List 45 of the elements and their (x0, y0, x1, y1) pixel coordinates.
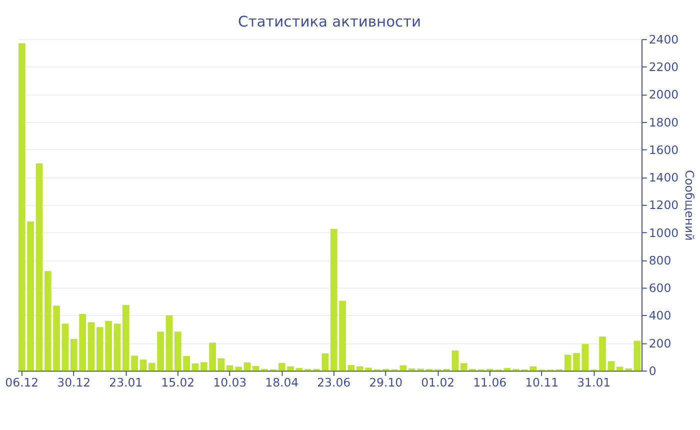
x-tick-label: 31.01 (577, 376, 611, 390)
bar (582, 344, 589, 371)
bar (608, 361, 615, 371)
bar (192, 363, 199, 371)
x-tick-label: 11.06 (473, 376, 507, 390)
bar (88, 322, 95, 371)
bar (322, 353, 329, 371)
x-tick-label: 23.06 (317, 376, 351, 390)
x-tick-label: 29.10 (369, 376, 403, 390)
bar (452, 350, 459, 371)
bar (504, 368, 511, 371)
y-tick-label: 2000 (648, 88, 679, 102)
y-tick-label: 800 (648, 253, 672, 268)
y-tick-label: 1800 (648, 115, 679, 130)
bar (400, 365, 407, 371)
bar (140, 360, 147, 371)
x-tick-label: 10.03 (213, 376, 247, 390)
y-axis-title: Сообщений (682, 170, 696, 241)
y-tick-label: 0 (648, 364, 656, 378)
y-tick-label: 200 (648, 336, 672, 350)
y-tick-label: 2200 (648, 60, 679, 74)
bar (296, 368, 303, 371)
y-tick-label: 400 (648, 308, 672, 323)
bar (244, 362, 251, 371)
bar (62, 324, 69, 371)
y-tick-label: 2400 (648, 32, 679, 46)
x-tick-label: 01.02 (421, 376, 455, 390)
y-tick-label: 600 (648, 281, 672, 296)
x-tick-label: 15.02 (161, 376, 195, 390)
bar (166, 315, 173, 371)
x-tick-label: 06.12 (5, 376, 39, 390)
x-tick-label: 23.01 (109, 376, 143, 390)
y-tick-label: 1600 (648, 142, 679, 157)
bar (634, 340, 641, 371)
y-tick-label: 1000 (648, 226, 679, 240)
y-tick-label: 1200 (648, 198, 679, 212)
bar (36, 163, 43, 371)
bar (114, 324, 121, 371)
x-tick-label: 30.12 (57, 376, 91, 390)
bar (218, 358, 225, 371)
chart-title: Статистика активности (238, 13, 422, 30)
x-tick-label: 10.11 (525, 376, 559, 390)
y-tick-label: 1400 (648, 170, 679, 185)
bar (348, 365, 355, 371)
x-tick-label: 18.04 (265, 376, 299, 390)
